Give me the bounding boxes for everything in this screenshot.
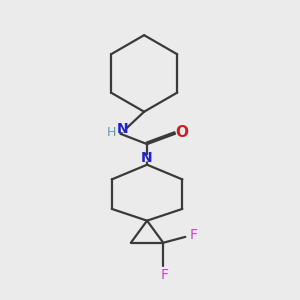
Text: F: F — [161, 268, 169, 281]
Circle shape — [178, 129, 184, 135]
Text: H: H — [106, 125, 116, 139]
Text: O: O — [175, 125, 188, 140]
Circle shape — [120, 125, 126, 132]
Circle shape — [145, 156, 150, 161]
Text: N: N — [141, 151, 153, 165]
Text: F: F — [190, 228, 198, 242]
Text: N: N — [117, 122, 129, 136]
